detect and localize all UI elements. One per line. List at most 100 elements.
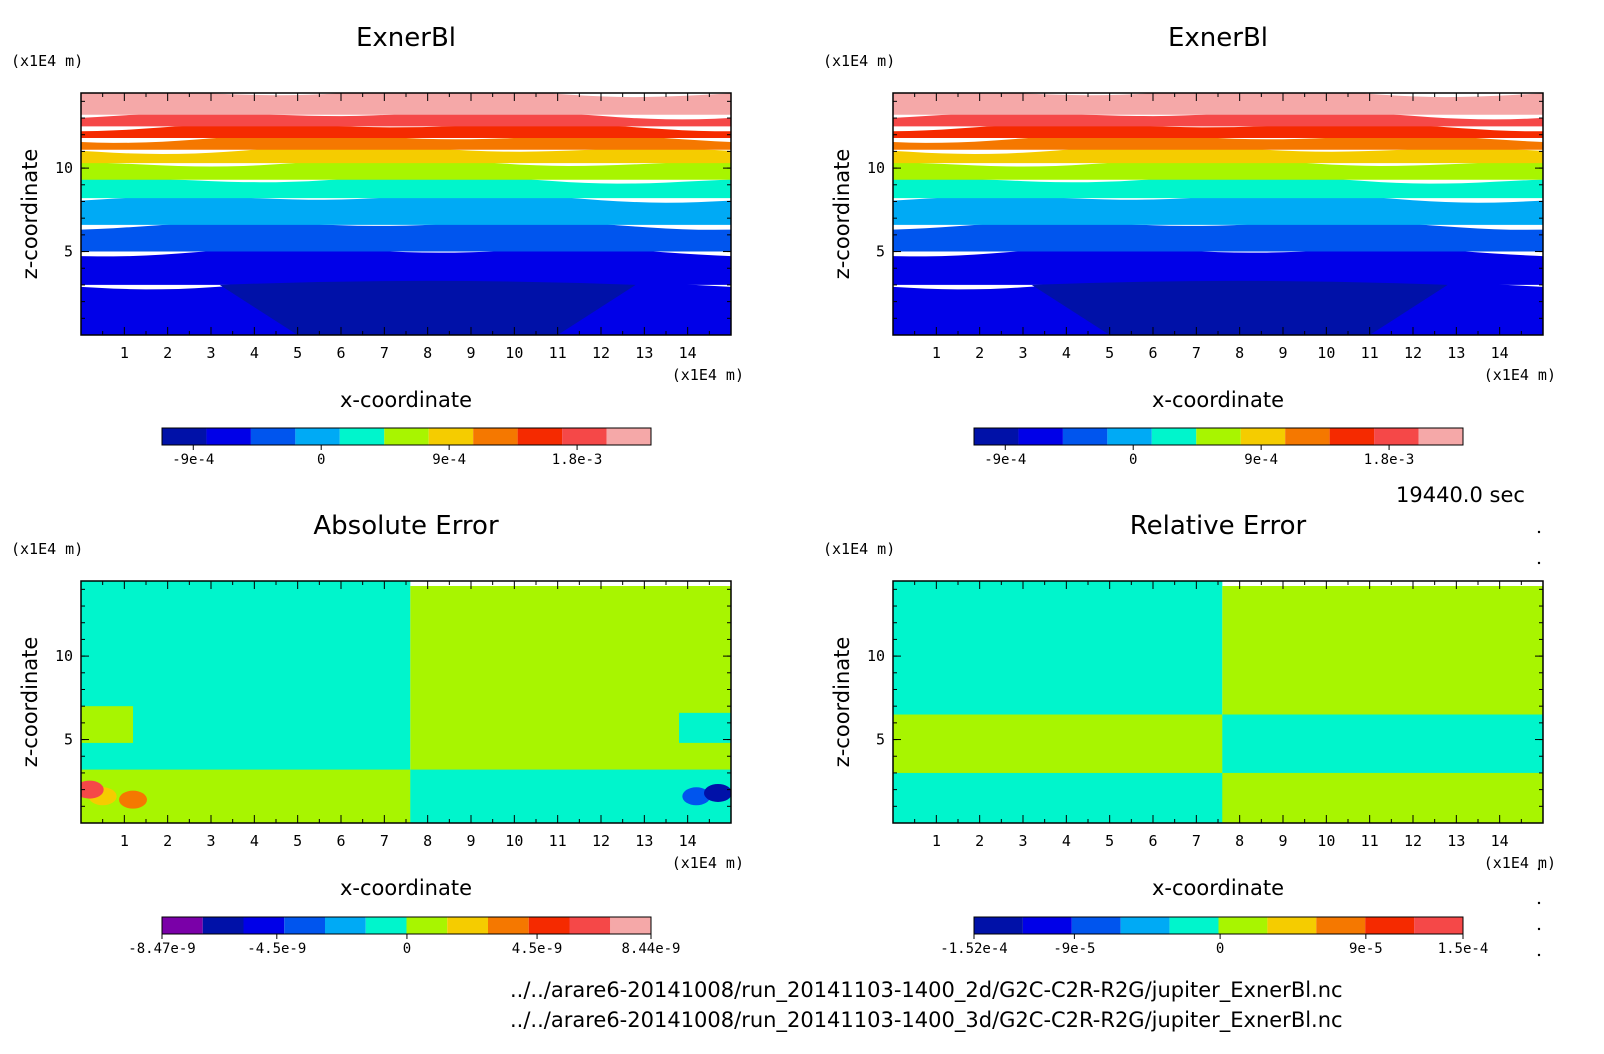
colorbar-tick-label: 8.44e-9	[621, 941, 680, 957]
x-tick-label: 4	[250, 832, 259, 850]
x-tick-label: 7	[1192, 344, 1201, 362]
y-axis-label: z-coordinate	[830, 637, 854, 768]
x-tick-label: 12	[1404, 344, 1422, 362]
colorbar-tick-label: 1.8e-3	[552, 452, 603, 468]
contour-region	[81, 706, 133, 743]
y-tick-label: 5	[64, 731, 73, 749]
chart-title: Relative Error	[1130, 511, 1307, 541]
colorbar-swatch	[202, 917, 244, 934]
colorbar-swatch	[406, 917, 448, 934]
colorbar-frame	[161, 427, 652, 446]
x-tick-label: 13	[1447, 344, 1465, 362]
x-tick-label: 6	[336, 832, 345, 850]
colorbar-swatch	[1062, 428, 1108, 445]
contour-spot	[704, 783, 731, 802]
contour-spot	[119, 790, 147, 809]
colorbar-swatch	[1196, 428, 1241, 445]
colorbar-tick-label: 1.5e-4	[1438, 941, 1489, 957]
contour-band	[893, 123, 1543, 139]
x-tick-label: 9	[466, 832, 475, 850]
x-tick-label: 12	[592, 832, 610, 850]
plot-area	[81, 93, 731, 335]
contour-band	[893, 193, 1543, 225]
x-tick-label: 2	[975, 832, 984, 850]
colorbar-swatch	[243, 917, 285, 934]
colorbar-swatch	[1414, 917, 1463, 934]
plot-area	[893, 581, 1543, 823]
x-unit-label: (x1E4 m)	[672, 854, 744, 872]
y-tick-label: 10	[867, 647, 885, 665]
colorbar-swatch	[1018, 428, 1063, 445]
y-unit-label: (x1E4 m)	[823, 540, 895, 558]
colorbar-swatch	[1071, 917, 1121, 934]
x-tick-label: 3	[1018, 832, 1027, 850]
x-tick-label: 14	[679, 832, 697, 850]
x-tick-label: 7	[380, 832, 389, 850]
x-tick-label: 8	[423, 344, 432, 362]
x-tick-label: 11	[549, 832, 567, 850]
colorbar-swatch	[1169, 917, 1219, 934]
colorbar: -1.52e-4 -9e-5 0 9e-5 1.5e-4	[940, 916, 1489, 957]
colorbar-swatch	[1374, 428, 1419, 445]
contour-spot	[81, 780, 104, 799]
colorbar-tick-label: -1.52e-4	[940, 941, 1007, 957]
margin-dot	[1537, 901, 1541, 905]
x-tick-label: 11	[549, 344, 567, 362]
colorbar-swatch	[1316, 917, 1366, 934]
x-tick-label: 13	[1447, 832, 1465, 850]
colorbar-swatch	[1240, 428, 1286, 445]
x-tick-label: 1	[932, 344, 941, 362]
y-tick-label: 10	[55, 159, 73, 177]
contour-lens	[124, 103, 688, 112]
y-unit-label: (x1E4 m)	[11, 540, 83, 558]
contour-blob	[219, 280, 636, 335]
colorbar-swatch	[473, 428, 518, 445]
x-tick-label: 2	[163, 344, 172, 362]
x-tick-label: 4	[1062, 832, 1071, 850]
plot-area	[893, 93, 1543, 335]
colorbar-tick-label: -4.5e-9	[247, 941, 306, 957]
x-tick-label: 9	[466, 344, 475, 362]
x-tick-label: 12	[1404, 832, 1422, 850]
x-tick-label: 1	[120, 344, 129, 362]
x-tick-label: 3	[206, 344, 215, 362]
y-axis-label: z-coordinate	[18, 637, 42, 768]
contour-region	[679, 712, 731, 743]
x-tick-label: 8	[1235, 344, 1244, 362]
chart-title: Absolute Error	[313, 511, 499, 541]
colorbar-swatch	[365, 917, 407, 934]
x-tick-label: 3	[1018, 344, 1027, 362]
y-tick-label: 10	[55, 647, 73, 665]
colorbar-swatch	[284, 917, 325, 934]
colorbar-swatch	[339, 428, 385, 445]
colorbar-tick-label: 0	[403, 941, 411, 957]
x-tick-label: 4	[250, 344, 259, 362]
colorbar-swatch	[384, 428, 429, 445]
colorbar-swatch	[295, 428, 340, 445]
colorbar-tick-label: 9e-5	[1349, 941, 1383, 957]
colorbar-swatch	[517, 428, 563, 445]
x-tick-label: 8	[423, 832, 432, 850]
colorbar-swatch	[974, 428, 1019, 445]
contour-band	[81, 221, 731, 252]
colorbar-tick-label: 9e-4	[1244, 452, 1278, 468]
colorbar-swatch	[1120, 917, 1170, 934]
colorbar-swatch	[162, 917, 203, 934]
colorbar: -9e-4 0 9e-4 1.8e-3	[973, 427, 1464, 468]
y-tick-label: 5	[876, 731, 885, 749]
contour-band	[893, 145, 1543, 164]
x-tick-label: 5	[293, 344, 302, 362]
contour-band	[893, 158, 1543, 180]
x-tick-label: 5	[293, 832, 302, 850]
x-tick-label: 4	[1062, 344, 1071, 362]
x-tick-label: 8	[1235, 832, 1244, 850]
contour-spot	[682, 787, 711, 806]
chart-title: ExnerBl	[356, 23, 456, 53]
colorbar-swatch	[1218, 917, 1268, 934]
x-tick-label: 11	[1361, 832, 1379, 850]
colorbar-tick-label: -8.47e-9	[128, 941, 195, 957]
colorbar: -9e-4 0 9e-4 1.8e-3	[161, 427, 652, 468]
